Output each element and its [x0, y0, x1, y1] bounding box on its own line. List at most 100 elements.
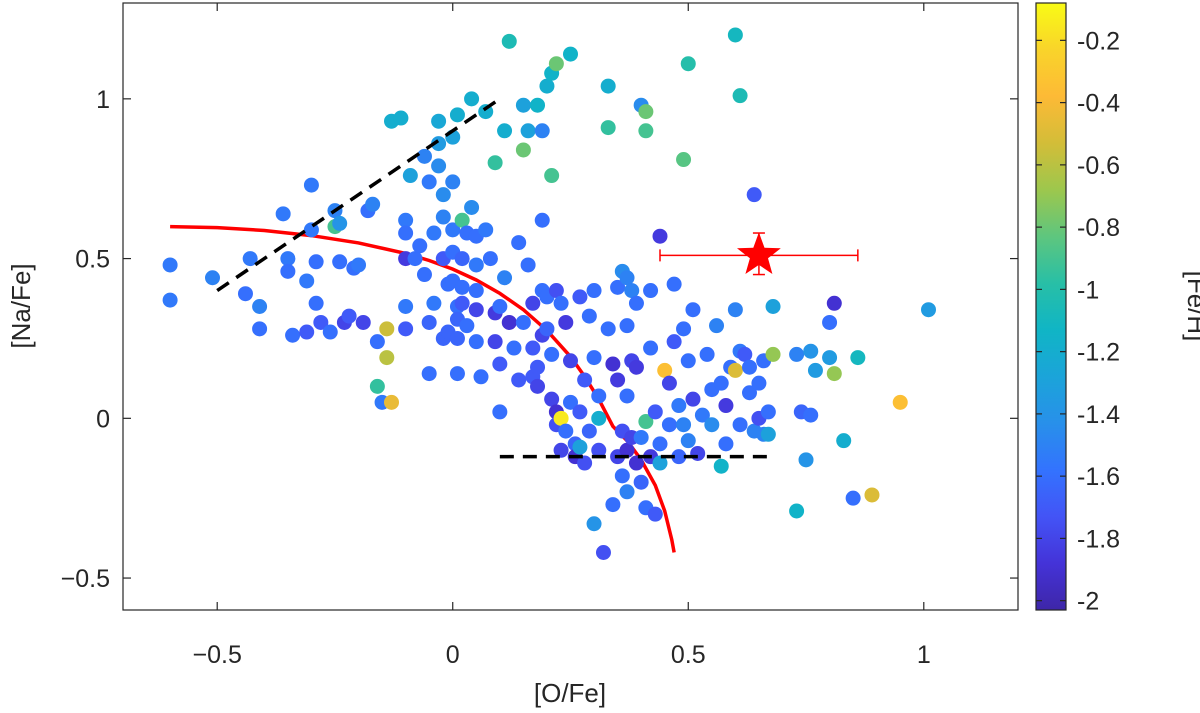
- data-point: [454, 251, 470, 267]
- data-point: [426, 225, 442, 241]
- x-tick-label: 0: [446, 641, 460, 669]
- data-point: [445, 222, 461, 238]
- data-point: [398, 321, 414, 337]
- data-point: [332, 254, 348, 270]
- star-marker: [737, 232, 781, 274]
- data-point: [548, 56, 564, 72]
- y-axis-label: [Na/Fe]: [6, 263, 36, 348]
- data-point: [299, 324, 315, 340]
- data-point: [826, 295, 842, 311]
- data-point: [591, 388, 607, 404]
- data-point: [553, 295, 569, 311]
- data-point: [760, 426, 776, 442]
- data-point: [205, 270, 220, 286]
- colorbar-tick-label: -0.4: [1077, 90, 1120, 118]
- data-point: [530, 359, 546, 375]
- data-point: [285, 327, 301, 343]
- data-point: [685, 302, 701, 318]
- data-point: [595, 544, 611, 560]
- data-point: [619, 484, 635, 500]
- data-point: [398, 212, 414, 228]
- data-point: [610, 279, 626, 295]
- data-point: [628, 295, 644, 311]
- data-point: [237, 286, 253, 302]
- colorbar-tick-label: -1.6: [1077, 463, 1120, 491]
- data-point: [482, 251, 498, 267]
- data-point: [676, 417, 692, 433]
- data-point: [671, 398, 687, 414]
- data-point: [478, 222, 494, 238]
- data-point: [398, 299, 414, 314]
- data-point: [619, 270, 635, 286]
- data-point: [515, 142, 531, 158]
- data-point: [643, 340, 659, 356]
- data-point: [624, 283, 640, 299]
- y-tick-label: 1: [96, 86, 110, 114]
- data-point: [680, 56, 696, 72]
- data-point: [713, 375, 729, 391]
- upper-dashed-line: [216, 97, 501, 292]
- data-point: [586, 350, 602, 366]
- data-point: [647, 506, 663, 522]
- colorbar-label: [Fe/H]: [1182, 271, 1200, 342]
- data-point: [497, 123, 513, 139]
- data-point: [803, 407, 819, 423]
- data-point: [520, 123, 536, 139]
- data-point: [638, 414, 654, 430]
- x-axis: −0.5 0 0.5 1: [193, 3, 931, 669]
- data-point: [643, 283, 659, 299]
- data-point: [431, 136, 447, 152]
- data-point: [487, 334, 503, 350]
- data-point: [657, 362, 673, 378]
- data-point: [685, 391, 701, 407]
- data-point: [591, 442, 607, 458]
- data-point: [605, 356, 621, 372]
- curve-layer: [170, 224, 676, 553]
- colorbar-tick-label: -1: [1077, 276, 1099, 304]
- data-point: [798, 452, 814, 468]
- data-point: [718, 398, 734, 414]
- colorbar-tick-label: -1.8: [1077, 525, 1120, 553]
- data-point: [789, 346, 805, 362]
- data-point: [581, 308, 597, 324]
- data-point: [765, 299, 781, 314]
- data-point: [412, 238, 428, 254]
- data-point: [742, 385, 757, 401]
- data-point: [652, 455, 668, 471]
- data-point: [497, 270, 513, 286]
- colorbar: [1035, 2, 1067, 611]
- data-point: [416, 148, 432, 164]
- data-point: [765, 346, 781, 362]
- data-point: [807, 362, 823, 378]
- data-point: [421, 314, 437, 330]
- data-point: [822, 314, 838, 330]
- data-point: [313, 314, 329, 330]
- data-point: [407, 251, 423, 267]
- data-point: [162, 257, 178, 273]
- data-point: [501, 314, 517, 330]
- data-point: [614, 468, 630, 484]
- data-point: [661, 375, 677, 391]
- data-point: [332, 215, 348, 231]
- data-point: [402, 168, 418, 184]
- data-point: [680, 353, 696, 369]
- data-point: [633, 429, 649, 445]
- data-point: [699, 346, 715, 362]
- data-point: [732, 88, 748, 104]
- data-point: [822, 350, 838, 366]
- data-point: [454, 279, 470, 295]
- data-point: [676, 152, 692, 168]
- data-point: [850, 350, 866, 366]
- data-point: [468, 283, 484, 299]
- data-point: [864, 487, 880, 503]
- data-point: [511, 372, 527, 388]
- data-point: [511, 235, 527, 251]
- data-point: [737, 346, 753, 362]
- data-point: [449, 330, 465, 346]
- data-point: [365, 196, 381, 212]
- data-point: [600, 120, 616, 136]
- data-point: [515, 314, 531, 330]
- data-point: [299, 273, 315, 289]
- data-point: [506, 340, 522, 356]
- data-point: [921, 302, 936, 318]
